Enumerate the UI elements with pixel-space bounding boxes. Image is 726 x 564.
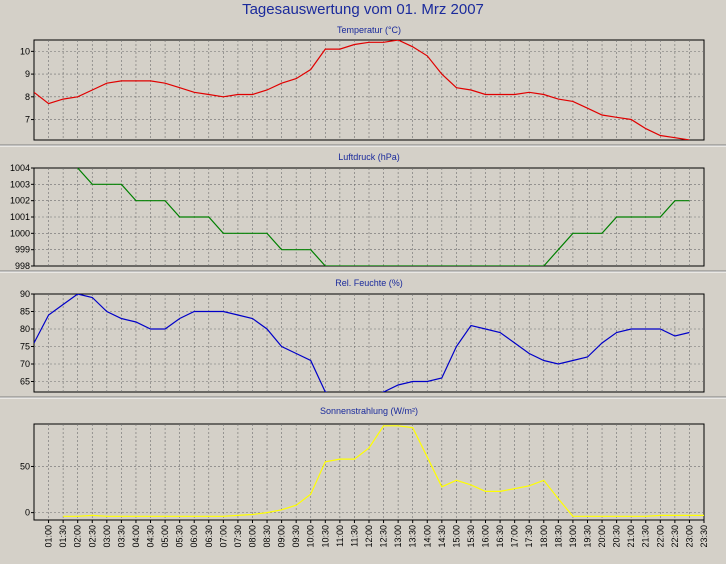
x-tick-label: 21:00 <box>626 525 636 548</box>
chart-title: Temperatur (°C) <box>337 25 401 35</box>
x-tick-label: 10:00 <box>306 525 316 548</box>
y-tick-label: 10 <box>20 46 30 56</box>
chart-title: Luftdruck (hPa) <box>338 152 400 162</box>
x-tick-label: 03:30 <box>116 525 126 548</box>
y-tick-label: 998 <box>15 261 30 271</box>
x-tick-label: 15:00 <box>451 525 461 548</box>
x-tick-label: 23:30 <box>699 525 709 548</box>
x-tick-label: 14:00 <box>422 525 432 548</box>
y-tick-label: 80 <box>20 324 30 334</box>
x-tick-label: 20:30 <box>612 525 622 548</box>
x-axis: 01:00 01:30 02:00 02:30 03:00 03:30 04:00 04:30… <box>44 520 709 548</box>
chart-panel-2: Luftdruck (hPa) 998 999 1000 1001 1002 1003 100… <box>10 152 705 271</box>
y-tick-label: 1001 <box>10 212 30 222</box>
x-tick-label: 07:00 <box>218 525 228 548</box>
y-tick-label: 1000 <box>10 228 30 238</box>
chart-panel-4: Sonnenstrahlung (W/m²) 0 50 <box>20 406 705 521</box>
page-title: Tagesauswertung vom 01. Mrz 2007 <box>242 1 484 18</box>
x-tick-label: 22:30 <box>670 525 680 548</box>
x-tick-label: 06:30 <box>204 525 214 548</box>
chart-panel-1: Temperatur (°C) 7 8 9 10 <box>20 25 705 141</box>
y-tick-label: 70 <box>20 359 30 369</box>
x-tick-label: 01:30 <box>58 525 68 548</box>
y-tick-label: 999 <box>15 245 30 255</box>
chart-title: Sonnenstrahlung (W/m²) <box>320 406 418 416</box>
chart-panel-3: Rel. Feuchte (%) 65 70 75 80 85 90 <box>20 278 705 393</box>
x-tick-label: 05:00 <box>160 525 170 548</box>
x-tick-label: 23:00 <box>684 525 694 548</box>
y-tick-label: 65 <box>20 377 30 387</box>
x-tick-label: 01:00 <box>44 525 54 548</box>
series-line <box>77 168 690 266</box>
series-line <box>34 40 690 140</box>
x-tick-label: 17:00 <box>510 525 520 548</box>
x-tick-label: 06:00 <box>189 525 199 548</box>
x-tick-label: 14:30 <box>437 525 447 548</box>
x-tick-label: 11:30 <box>349 525 359 547</box>
y-tick-label: 75 <box>20 342 30 352</box>
x-tick-label: 08:30 <box>262 525 272 548</box>
x-tick-label: 15:30 <box>466 525 476 548</box>
x-tick-label: 13:00 <box>393 525 403 548</box>
series-line <box>34 294 690 392</box>
x-tick-label: 08:00 <box>247 525 257 548</box>
x-tick-label: 07:30 <box>233 525 243 548</box>
y-tick-label: 50 <box>20 461 30 471</box>
y-tick-label: 8 <box>25 92 30 102</box>
x-tick-label: 19:30 <box>582 525 592 548</box>
x-tick-label: 18:30 <box>553 525 563 548</box>
x-tick-label: 18:00 <box>539 525 549 548</box>
y-tick-label: 85 <box>20 307 30 317</box>
x-tick-label: 04:00 <box>131 525 141 548</box>
x-tick-label: 13:30 <box>408 525 418 548</box>
x-tick-label: 09:00 <box>277 525 287 548</box>
x-tick-label: 17:30 <box>524 525 534 548</box>
x-tick-label: 12:00 <box>364 525 374 548</box>
x-tick-label: 02:00 <box>73 525 83 548</box>
y-tick-label: 90 <box>20 289 30 299</box>
series-line <box>63 425 704 517</box>
x-tick-label: 21:30 <box>641 525 651 548</box>
x-tick-label: 16:30 <box>495 525 505 548</box>
x-tick-label: 22:00 <box>655 525 665 548</box>
y-tick-label: 1003 <box>10 179 30 189</box>
x-tick-label: 11:00 <box>335 525 345 547</box>
x-tick-label: 10:30 <box>320 525 330 548</box>
y-tick-label: 1004 <box>10 163 30 173</box>
y-tick-label: 1002 <box>10 196 30 206</box>
x-tick-label: 20:00 <box>597 525 607 548</box>
x-tick-label: 03:00 <box>102 525 112 548</box>
x-tick-label: 19:00 <box>568 525 578 548</box>
x-tick-label: 04:30 <box>146 525 156 548</box>
y-tick-label: 7 <box>25 115 30 125</box>
x-tick-label: 16:00 <box>481 525 491 548</box>
y-tick-label: 0 <box>25 508 30 518</box>
x-tick-label: 09:30 <box>291 525 301 548</box>
x-tick-label: 02:30 <box>87 525 97 548</box>
chart-title: Rel. Feuchte (%) <box>335 278 403 288</box>
x-tick-label: 05:30 <box>175 525 185 548</box>
x-tick-label: 12:30 <box>379 525 389 548</box>
y-tick-label: 9 <box>25 69 30 79</box>
